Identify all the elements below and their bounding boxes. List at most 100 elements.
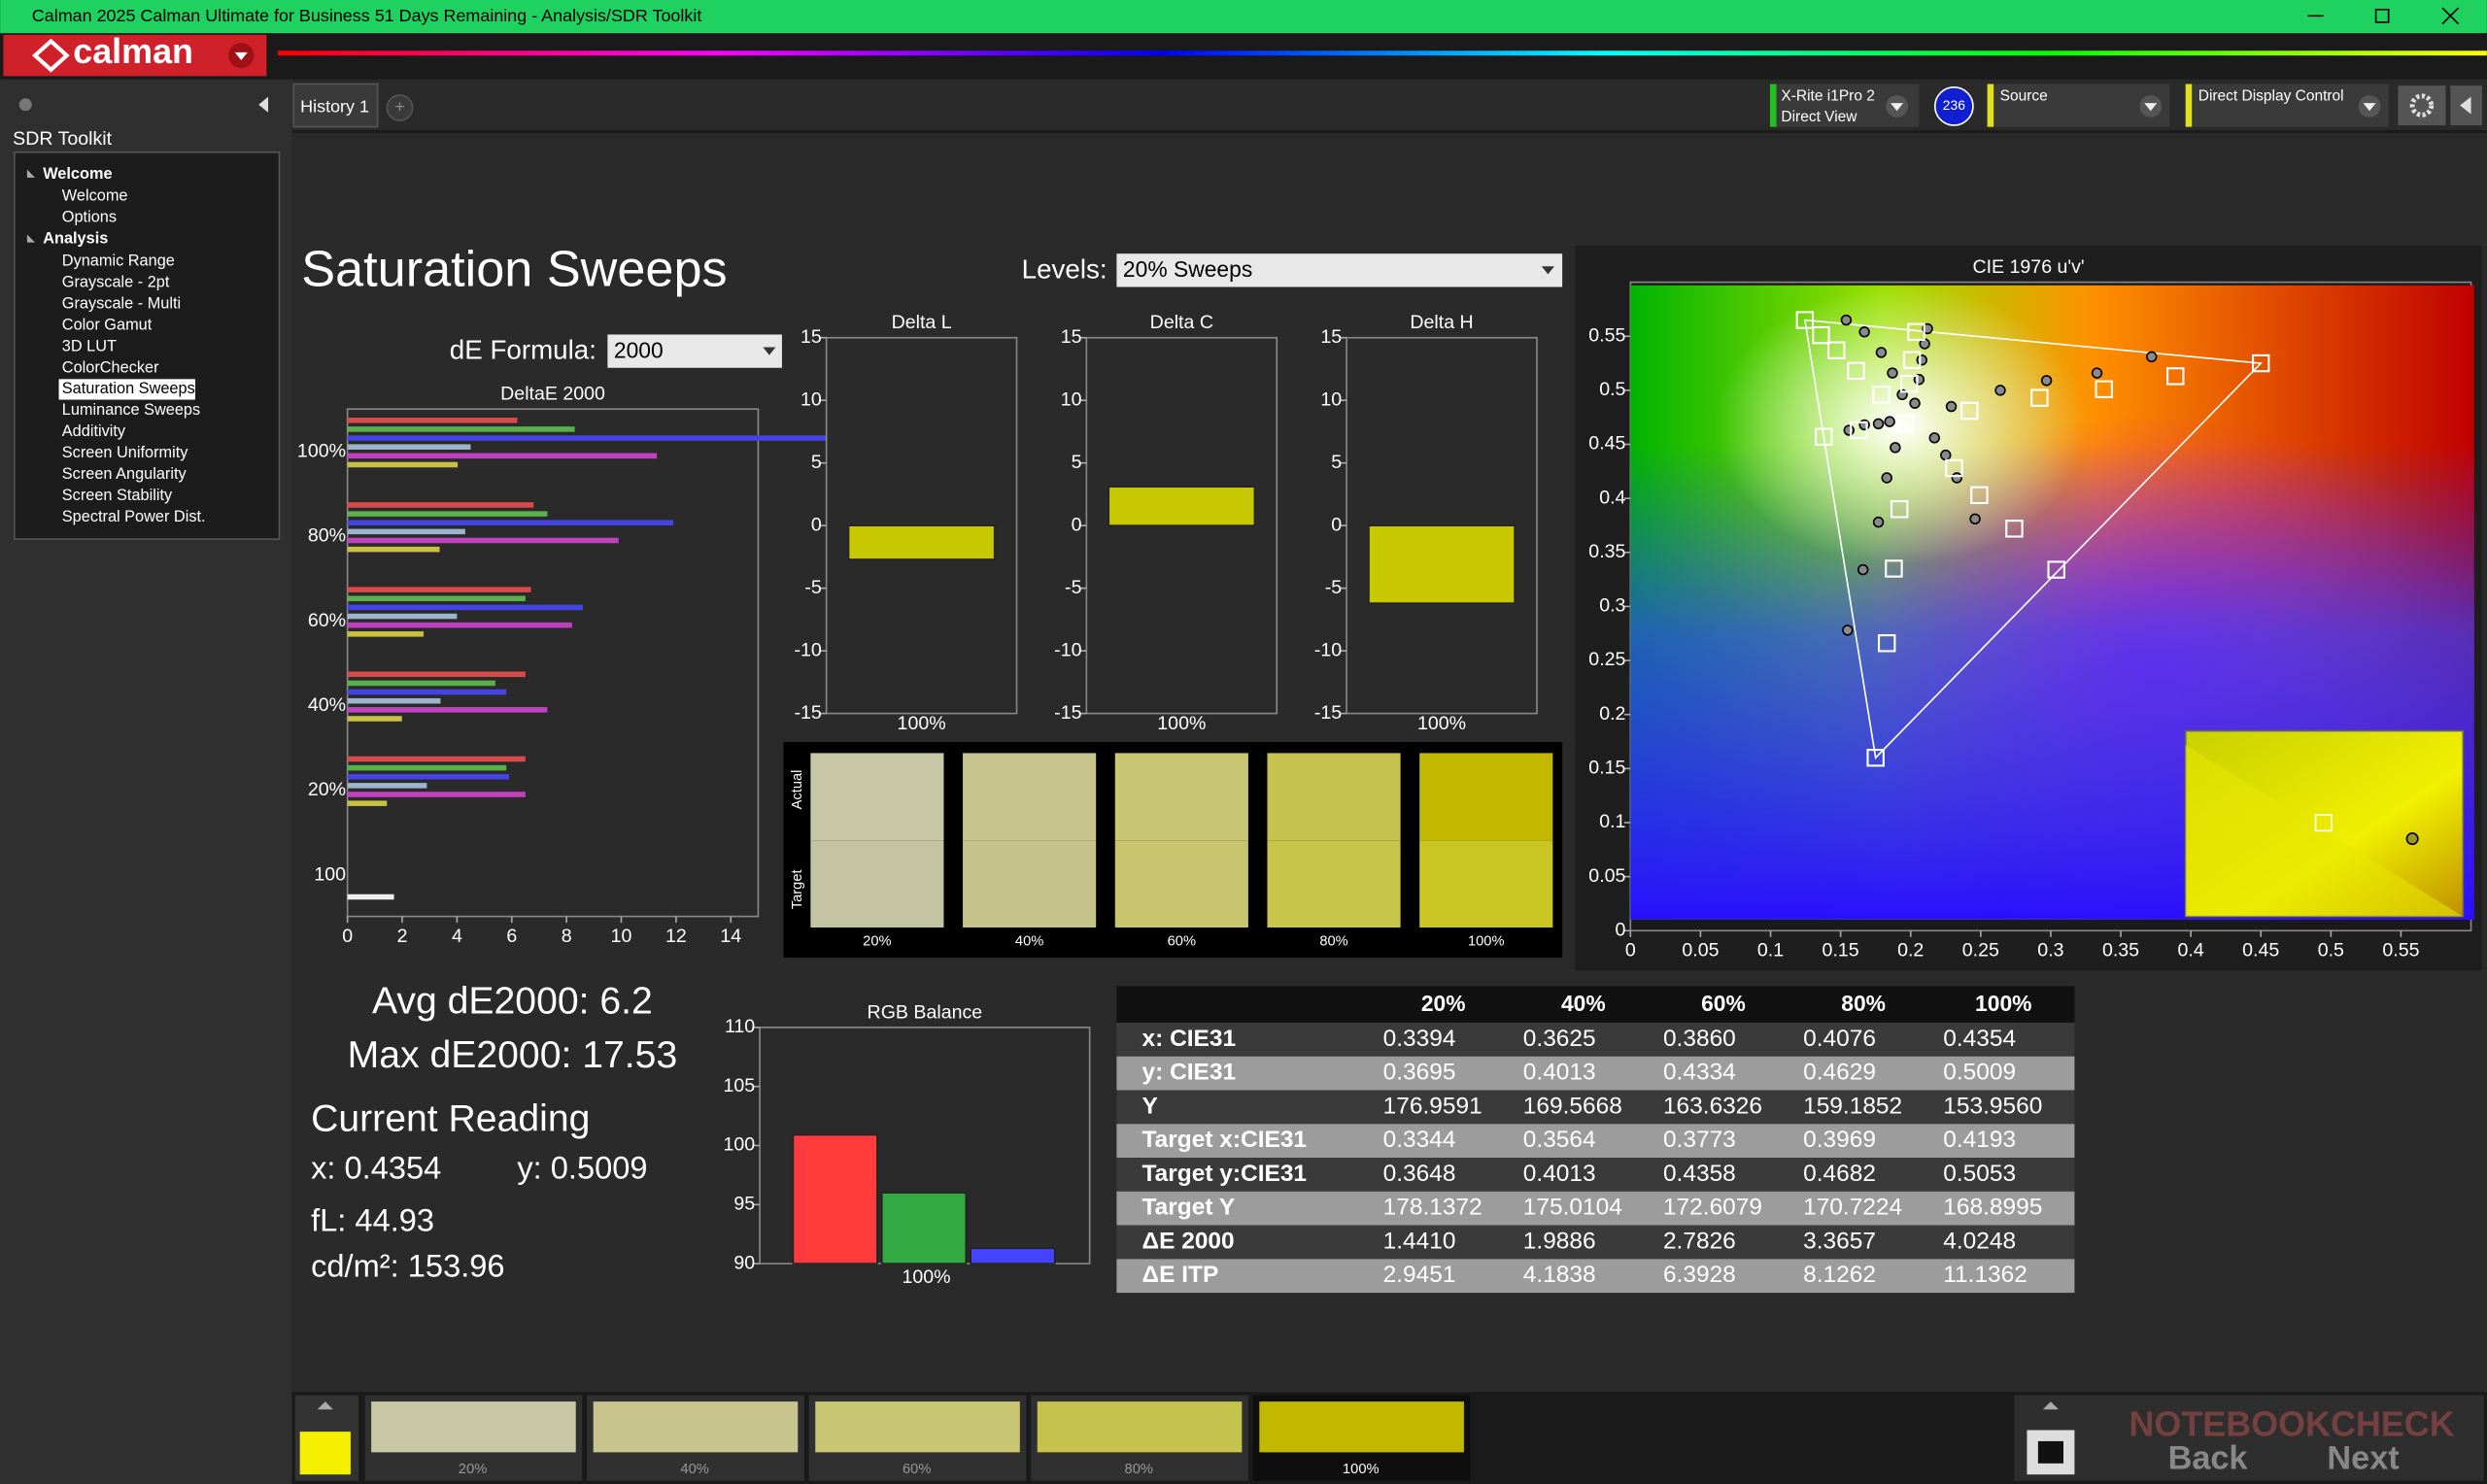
add-tab[interactable] xyxy=(386,94,414,121)
bar xyxy=(347,595,526,602)
window-restore[interactable] xyxy=(2374,8,2390,23)
tree-item[interactable]: Color Gamut xyxy=(62,316,153,333)
next-button[interactable]: Next xyxy=(2327,1440,2399,1477)
swatch-target xyxy=(963,840,1097,928)
settings-button[interactable] xyxy=(2398,85,2446,125)
scroll-up[interactable] xyxy=(317,1401,333,1410)
tree-item[interactable]: Screen Angularity xyxy=(62,465,187,483)
column-header: 80% xyxy=(1841,991,1886,1016)
chart-title: Delta H xyxy=(1410,312,1473,333)
formula-dropdown[interactable] xyxy=(607,334,782,368)
y-tick-label: 5 xyxy=(811,452,822,473)
cell: 1.4410 xyxy=(1383,1228,1456,1254)
measured-point xyxy=(1857,563,1869,576)
tree-item[interactable]: Welcome xyxy=(62,187,128,205)
tree-item[interactable]: Dynamic Range xyxy=(62,253,175,270)
cell: 0.4013 xyxy=(1523,1060,1596,1086)
formula-value: 2000 xyxy=(614,337,664,362)
y-tick-label: 0.55 xyxy=(1588,324,1625,346)
display-label: Direct Display Control xyxy=(2198,88,2344,105)
cell: 170.7224 xyxy=(1803,1195,1902,1221)
swatch-target xyxy=(1114,840,1248,928)
tree-item[interactable]: Additivity xyxy=(62,422,126,440)
tree-item[interactable]: Spectral Power Dist. xyxy=(62,508,206,525)
bar xyxy=(347,587,531,592)
cell: 2.9451 xyxy=(1383,1262,1456,1288)
tree-item[interactable]: 3D LUT xyxy=(62,337,117,354)
cell: 169.5668 xyxy=(1523,1093,1622,1119)
bar xyxy=(347,613,458,620)
y-tick-label: 0.2 xyxy=(1599,703,1625,725)
collapse-right-icon xyxy=(2460,96,2471,115)
cell: 0.3860 xyxy=(1663,1026,1736,1052)
bar xyxy=(347,528,465,535)
current-fl: fL: 44.93 xyxy=(311,1201,434,1237)
tree-item[interactable]: Screen Stability xyxy=(62,487,173,504)
meter-name: X-Rite i1Pro 2 xyxy=(1781,88,1874,105)
x-tick-label: 6 xyxy=(506,926,517,947)
y-tick-label: 95 xyxy=(733,1193,755,1214)
bar xyxy=(792,1133,878,1265)
cell: 3.3657 xyxy=(1803,1228,1876,1254)
y-tick-label: 15 xyxy=(801,326,822,348)
display-status xyxy=(2185,84,2193,127)
meter-mode: Direct View xyxy=(1781,109,1857,125)
y-tick-label: 0.1 xyxy=(1599,811,1625,832)
chart-title: CIE 1976 u'v' xyxy=(1972,256,2084,278)
sidebar-title: SDR Toolkit xyxy=(13,128,112,150)
tree-item[interactable]: Grayscale - Multi xyxy=(62,294,181,312)
source-box[interactable] xyxy=(1987,84,2170,127)
cell: 178.1372 xyxy=(1383,1195,1482,1221)
swatch-actual xyxy=(963,753,1097,841)
table-row xyxy=(1116,1022,2075,1057)
tree-item[interactable]: Options xyxy=(62,209,117,226)
dropdown-arrow xyxy=(234,51,248,61)
collapse-panel[interactable] xyxy=(258,96,269,113)
target-point xyxy=(1815,427,1833,446)
cell: 0.3695 xyxy=(1383,1060,1456,1086)
target-point xyxy=(2252,354,2270,373)
source-status xyxy=(1987,84,1994,127)
cell: 0.4334 xyxy=(1663,1060,1736,1086)
tree-item[interactable]: Grayscale - 2pt xyxy=(62,273,170,290)
dropdown-arrow xyxy=(763,347,776,355)
patch-color xyxy=(1037,1401,1243,1453)
logo-icon xyxy=(32,38,70,73)
swatch-label: 80% xyxy=(1319,934,1347,950)
row-label: Target y:CIE31 xyxy=(1142,1161,1308,1187)
measured-point xyxy=(1872,516,1885,528)
tree-item[interactable]: Screen Uniformity xyxy=(62,444,188,461)
dropdown-arrow xyxy=(1541,266,1554,275)
cell: 0.3773 xyxy=(1663,1127,1736,1153)
tree-item[interactable]: Luminance Sweeps xyxy=(62,401,200,419)
bar xyxy=(347,546,440,553)
x-tick-label: 12 xyxy=(665,926,687,947)
watermark: NOTEBOOKCHECK xyxy=(2129,1404,2454,1444)
cell: 6.3928 xyxy=(1663,1262,1736,1288)
logo-box[interactable] xyxy=(3,34,267,77)
measured-point xyxy=(1928,432,1940,444)
sidebar-tree xyxy=(14,151,281,540)
zoom-measured xyxy=(2405,832,2419,846)
bar xyxy=(347,537,619,544)
x-tick-label: 100% xyxy=(1417,713,1466,734)
display-box[interactable] xyxy=(2185,84,2389,127)
back-button[interactable]: Back xyxy=(2168,1440,2249,1477)
window-close[interactable] xyxy=(2441,7,2460,25)
cell: 0.3564 xyxy=(1523,1127,1596,1153)
tab[interactable] xyxy=(292,83,379,128)
levels-dropdown[interactable] xyxy=(1116,253,1563,287)
patch-color xyxy=(371,1401,576,1453)
current-reading-title: Current Reading xyxy=(311,1098,590,1140)
tree-item[interactable]: Saturation Sweeps xyxy=(62,380,195,397)
cell: 176.9591 xyxy=(1383,1093,1482,1119)
bar xyxy=(347,622,572,628)
target-point xyxy=(1847,361,1865,381)
bar xyxy=(347,444,471,450)
target-point xyxy=(1866,748,1885,767)
tree-item[interactable]: ColorChecker xyxy=(62,358,159,376)
target-point xyxy=(1850,421,1868,440)
bar xyxy=(880,1192,968,1265)
scroll-up[interactable] xyxy=(2042,1401,2060,1410)
